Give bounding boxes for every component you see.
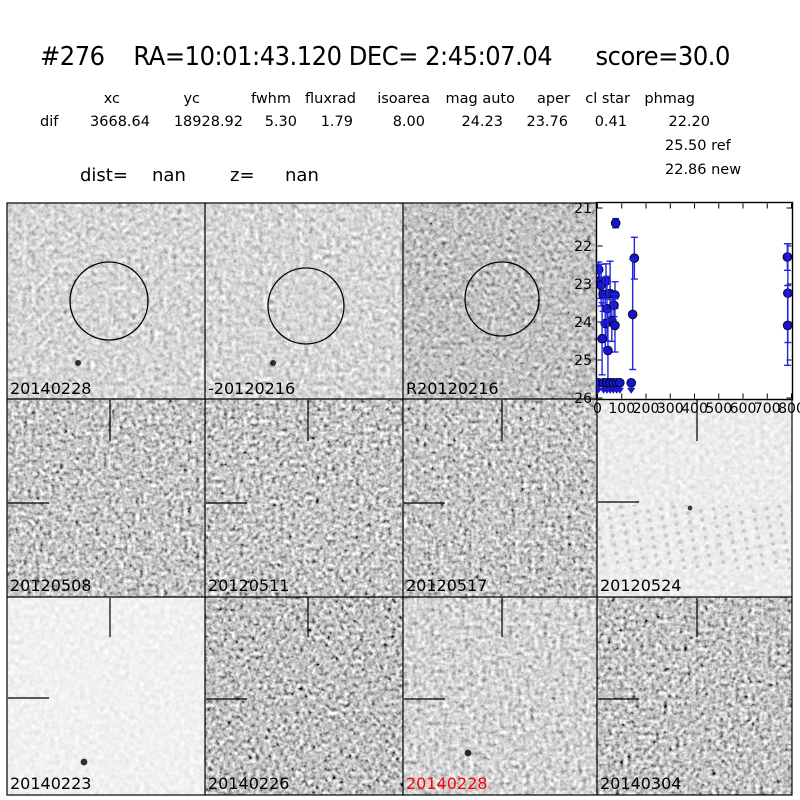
value-xc: 3668.64 [90, 114, 150, 130]
crosshair-ticks [8, 400, 698, 700]
page-title: #276 RA=10:01:43.120 DEC= 2:45:07.04 sco… [40, 42, 730, 72]
svg-text:300: 300 [657, 401, 684, 417]
panel-label: R20120216 [406, 379, 499, 398]
svg-text:500: 500 [705, 401, 732, 417]
svg-text:22: 22 [574, 239, 592, 255]
value-mag-auto: 24.23 [461, 114, 503, 130]
cutout-image [204, 202, 404, 400]
cutout-image [204, 596, 404, 796]
value-aper: 23.76 [526, 114, 568, 130]
panel-label: 20120517 [406, 576, 488, 595]
svg-text:21: 21 [574, 201, 592, 217]
value-isoarea: 8.00 [392, 114, 425, 130]
col-header-fwhm: fwhm [250, 91, 291, 107]
cutout-image [402, 398, 598, 598]
panel-label: 20140228 [10, 379, 92, 398]
svg-text:24: 24 [574, 315, 592, 331]
panel-label: 20120524 [600, 576, 682, 595]
panel-label: 20140228 [406, 774, 488, 793]
dist-value: nan [152, 165, 186, 186]
col-header-mag-auto: mag auto [445, 91, 515, 107]
cutout-image [6, 202, 206, 400]
col-header-yc: yc [183, 91, 200, 107]
cutout-image [402, 596, 598, 796]
col-header-fluxrad: fluxrad [305, 91, 356, 107]
svg-text:26: 26 [574, 391, 592, 407]
svg-text:25: 25 [574, 353, 592, 369]
value-phmag: 22.20 [668, 114, 710, 130]
panel-label: -20120216 [208, 379, 296, 398]
svg-text:100: 100 [608, 401, 635, 417]
svg-text:200: 200 [633, 401, 660, 417]
dist-label: dist= [80, 165, 128, 186]
col-header-cl-star: cl star [585, 91, 630, 107]
panel-label: 20140223 [10, 774, 92, 793]
svg-text:700: 700 [754, 401, 781, 417]
panel-label: 20140226 [208, 774, 290, 793]
col-header-xc: xc [103, 91, 120, 107]
cutout-image [402, 202, 598, 400]
svg-text:800: 800 [778, 401, 800, 417]
col-header-phmag: phmag [644, 91, 695, 107]
lightcurve-plot [595, 201, 794, 401]
svg-text:0: 0 [593, 401, 602, 417]
cutout-image [596, 596, 793, 796]
value-fwhm: 5.30 [264, 114, 297, 130]
col-header-isoarea: isoarea [377, 91, 430, 107]
svg-text:600: 600 [730, 401, 757, 417]
target-circle [267, 267, 345, 345]
phmag-new-value: 22.86 new [665, 162, 742, 178]
row-label-dif: dif [40, 114, 59, 130]
z-value: nan [285, 165, 319, 186]
lightcurve-points [596, 217, 793, 394]
panel-label: 20120511 [208, 576, 290, 595]
phmag-ref-value: 25.50 ref [665, 138, 731, 154]
z-label: z= [230, 165, 255, 186]
svg-text:23: 23 [574, 277, 592, 293]
value-fluxrad: 1.79 [320, 114, 353, 130]
cutout-image [6, 398, 206, 598]
target-circle [464, 261, 540, 337]
point-source-dots [75, 360, 693, 766]
value-yc: 18928.92 [173, 114, 243, 130]
lightcurve-axes: 0 100200300400500600700800 21 22 23 24 25 26 [574, 201, 800, 417]
panel-label: 20140304 [600, 774, 682, 793]
target-circle [69, 261, 149, 341]
value-cl-star: 0.41 [594, 114, 627, 130]
panel-label: 20120508 [10, 576, 92, 595]
svg-text:400: 400 [681, 401, 708, 417]
dither-artifact-band [598, 505, 791, 569]
cutout-image [204, 398, 404, 598]
cutout-image [6, 596, 206, 796]
col-header-aper: aper [537, 91, 570, 107]
